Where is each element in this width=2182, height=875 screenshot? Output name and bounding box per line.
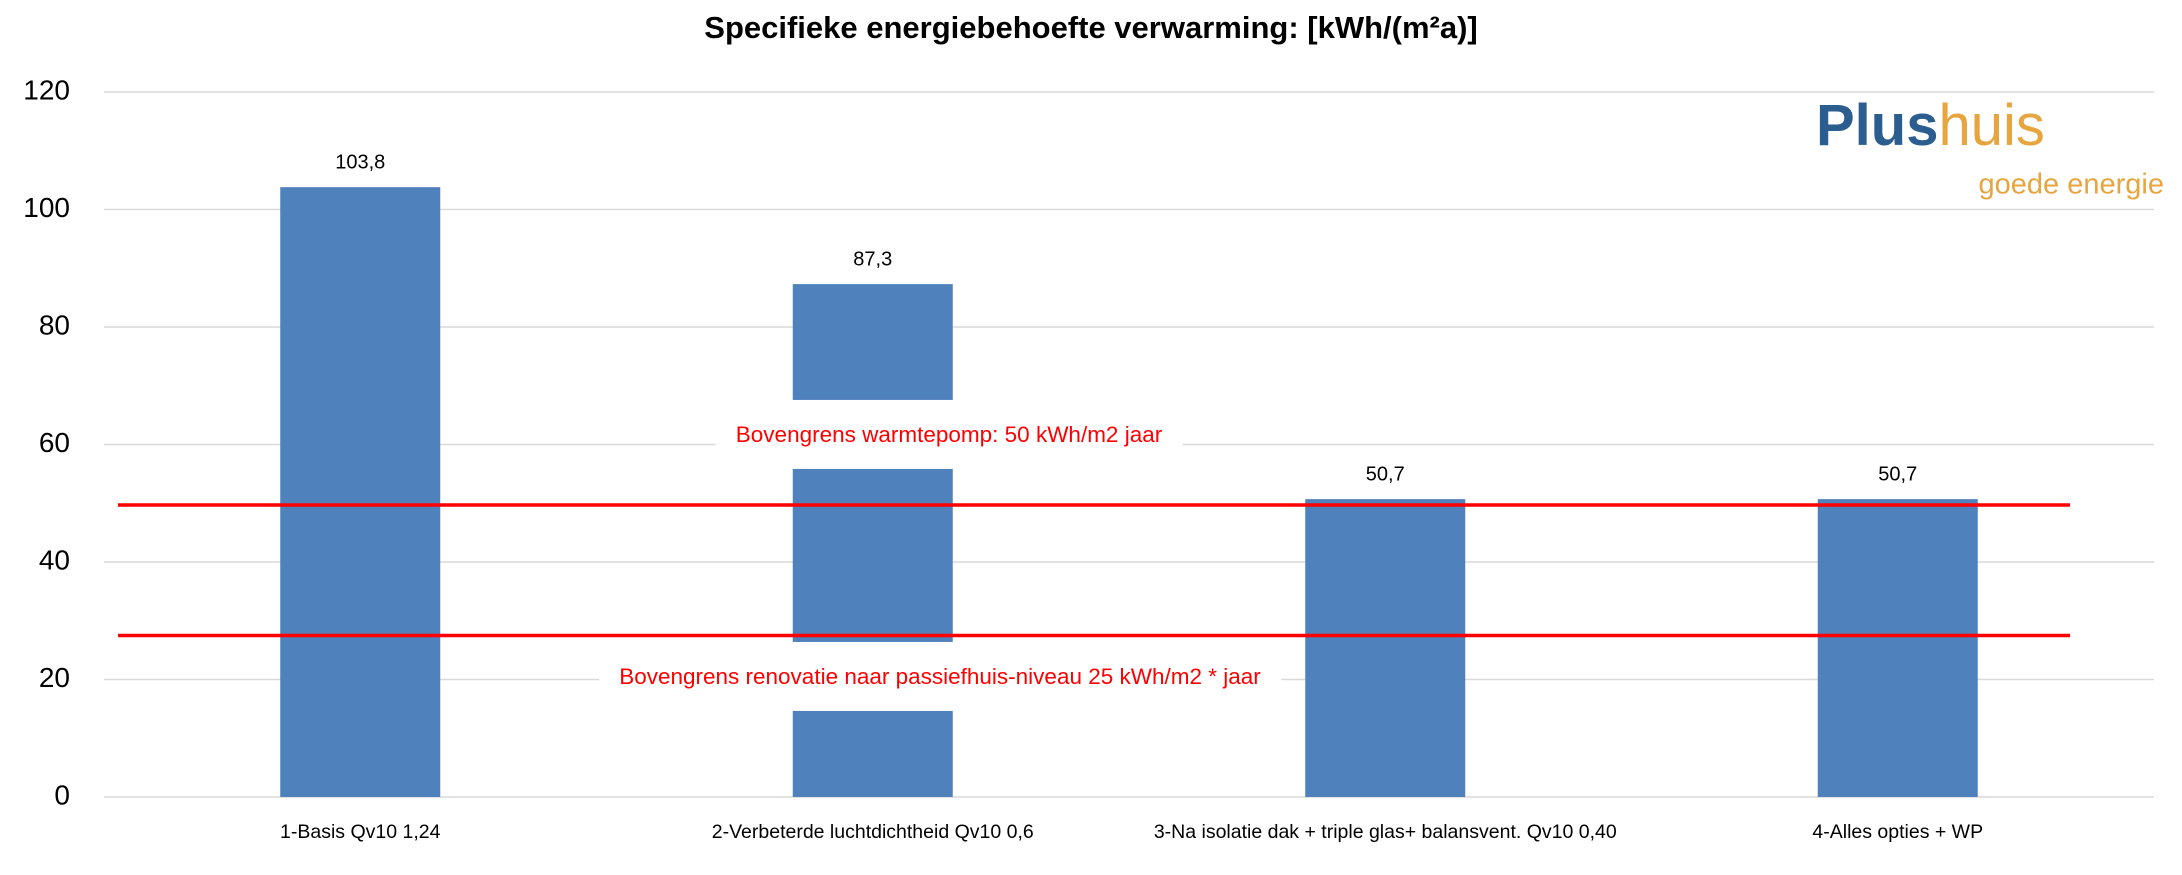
value-label: 50,7	[1878, 463, 1917, 485]
y-tick-label: 60	[39, 427, 70, 458]
y-tick-label: 40	[39, 544, 70, 575]
reference-label: Bovengrens renovatie naar passiefhuis-ni…	[619, 664, 1261, 689]
y-tick-label: 120	[23, 74, 70, 105]
logo-part: huis	[1939, 93, 2045, 158]
x-tick-label: 4-Alles opties + WP	[1812, 821, 1983, 843]
bar	[792, 284, 953, 797]
label-background	[715, 399, 1183, 469]
y-tick-label: 80	[39, 309, 70, 340]
label-background	[599, 641, 1282, 711]
logo-tagline: goede energie	[1979, 169, 2164, 201]
y-tick-label: 20	[39, 662, 70, 693]
x-tick-label: 2-Verbeterde luchtdichtheid Qv10 0,6	[712, 821, 1034, 843]
x-tick-label: 3-Na isolatie dak + triple glas+ balansv…	[1154, 821, 1617, 843]
value-label: 50,7	[1366, 463, 1405, 485]
chart-title: Specifieke energiebehoefte verwarming: […	[704, 10, 1477, 45]
value-label: 103,8	[335, 151, 385, 173]
value-label: 87,3	[853, 248, 892, 270]
bar	[1817, 499, 1978, 797]
y-tick-label: 0	[54, 779, 70, 810]
reference-label: Bovengrens warmtepomp: 50 kWh/m2 jaar	[736, 422, 1163, 447]
logo-part: Plus	[1816, 93, 1939, 158]
bar	[280, 187, 441, 798]
x-tick-label: 1-Basis Qv10 1,24	[280, 821, 441, 843]
logo: Plushuis	[1816, 93, 2045, 158]
bar	[1305, 499, 1466, 797]
y-tick-label: 100	[23, 192, 70, 223]
